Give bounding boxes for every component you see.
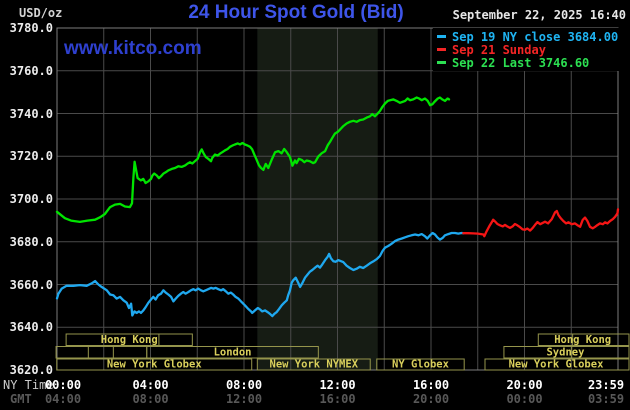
legend-label-sep22: Sep 22 Last 3746.60 (452, 55, 590, 70)
y-tick-label: 3620.0 (9, 363, 53, 377)
gmt-tick-label: 04:00 (44, 392, 82, 406)
session-box-london (146, 346, 319, 359)
ny-time-axis-label: NY Time (3, 378, 54, 392)
ny-time-tick-label: 23:59 (587, 378, 625, 392)
session-label: New York Globex (107, 359, 203, 371)
legend-label-sep19: Sep 19 NY close 3684.00 (452, 29, 619, 44)
y-tick-label: 3680.0 (9, 234, 53, 249)
legend-item-sep22: Sep 22 Last 3746.60 (437, 55, 630, 70)
ny-time-tick-label: 12:00 (319, 378, 356, 392)
legend-item-sep21: Sep 21 Sunday (437, 42, 630, 57)
chart-datetime: September 22, 2025 16:40 (452, 8, 626, 22)
gmt-tick-label: 12:00 (225, 392, 263, 406)
sep19-line-swatch-icon (437, 35, 446, 38)
price-line-sep-19-ny-close-3684-00- (55, 231, 465, 318)
chart-title: 24 Hour Spot Gold (Bid) (188, 2, 404, 23)
price-line-sep-22-last-3746-60- (55, 96, 451, 224)
y-axis-units-label: USD/oz (19, 6, 63, 20)
session-box-new-york-nymex (256, 358, 371, 371)
gmt-tick-label: 20:00 (412, 392, 450, 406)
session-label: NY Globex (392, 359, 450, 371)
ny-time-tick-label: 08:00 (225, 378, 263, 392)
y-tick-label: 3640.0 (9, 320, 53, 335)
gmt-tick-label: 08:00 (132, 392, 169, 406)
session-label: New York Globex (509, 359, 605, 371)
sep21-line-swatch-icon (437, 48, 446, 51)
ny-time-tick-label: 16:00 (412, 378, 450, 392)
y-tick-label: 3700.0 (9, 192, 53, 206)
gmt-tick-label: 16:00 (319, 392, 356, 406)
y-tick-label: 3740.0 (9, 106, 53, 121)
session-box-hong-kong (65, 333, 193, 346)
y-tick-label: 3660.0 (9, 277, 53, 292)
gmt-tick-label: 03:59 (587, 392, 625, 406)
legend-item-sep19: Sep 19 NY close 3684.00 (437, 29, 630, 44)
session-box-pre-open (55, 346, 148, 359)
sep22-line-swatch-icon (437, 61, 446, 64)
session-label: Sydney (546, 347, 585, 359)
ny-time-tick-label: 20:00 (506, 378, 543, 392)
session-box-hong-kong (537, 333, 630, 346)
gmt-tick-label: 00:00 (506, 392, 543, 406)
session-box-new-york-globex (56, 358, 253, 371)
session-label: London (214, 347, 252, 359)
ny-time-tick-label: 00:00 (44, 378, 82, 392)
legend-label-sep21: Sep 21 Sunday (452, 42, 546, 57)
session-label: New York NYMEX (270, 359, 359, 371)
session-box-new-york-globex (484, 358, 630, 371)
session-box-sydney (503, 346, 630, 359)
chart-legend: Sep 19 NY close 3684.00 Sep 21 Sunday Se… (433, 28, 630, 71)
price-line-sep-21-sunday (462, 208, 620, 238)
session-label: Hong Kong (101, 334, 158, 346)
y-tick-label: 3780.0 (9, 21, 53, 35)
kitco-watermark-link[interactable]: www.kitco.com (64, 38, 202, 59)
session-label: Hong Kong (554, 334, 611, 346)
gmt-axis-label: GMT (10, 392, 32, 406)
y-tick-label: 3760.0 (9, 63, 53, 78)
y-tick-label: 3720.0 (9, 149, 53, 164)
ny-time-tick-label: 04:00 (132, 378, 169, 392)
session-box-ny-globex (376, 358, 465, 371)
